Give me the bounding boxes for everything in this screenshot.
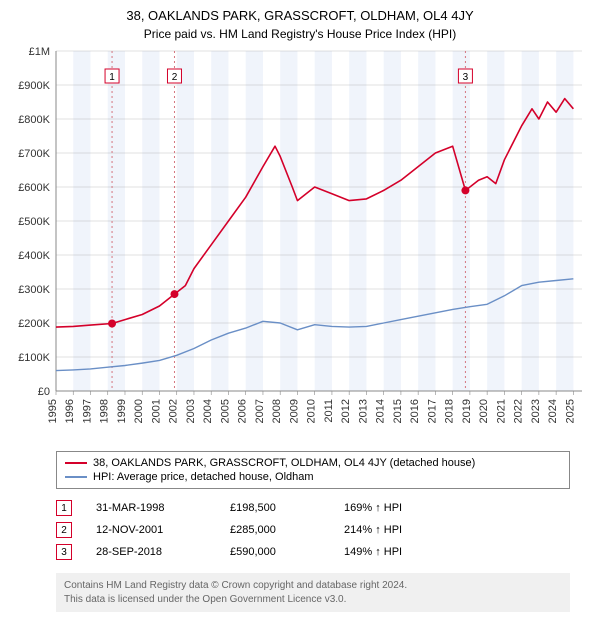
transactions-list: 1 31-MAR-1998 £198,500 169% ↑ HPI 2 12-NOV-20… bbox=[56, 497, 570, 563]
svg-text:2009: 2009 bbox=[288, 399, 300, 423]
svg-text:2001: 2001 bbox=[150, 399, 162, 423]
svg-text:1: 1 bbox=[109, 72, 115, 83]
svg-text:2022: 2022 bbox=[513, 399, 525, 423]
svg-text:2017: 2017 bbox=[426, 399, 438, 423]
transaction-date: 31-MAR-1998 bbox=[96, 502, 206, 514]
svg-text:2023: 2023 bbox=[530, 399, 542, 423]
svg-text:2008: 2008 bbox=[271, 399, 283, 423]
transaction-marker: 3 bbox=[56, 544, 72, 560]
svg-text:£600K: £600K bbox=[18, 182, 50, 194]
svg-text:2006: 2006 bbox=[237, 399, 249, 423]
transaction-price: £198,500 bbox=[230, 502, 320, 514]
svg-text:1995: 1995 bbox=[47, 399, 59, 423]
svg-text:2014: 2014 bbox=[375, 399, 387, 423]
svg-text:£800K: £800K bbox=[18, 114, 50, 126]
svg-text:1999: 1999 bbox=[116, 399, 128, 423]
price-chart: £0 £100K £200K £300K £400K £500K £600K £700K £80… bbox=[0, 45, 600, 445]
svg-text:2016: 2016 bbox=[409, 399, 421, 423]
legend-swatch bbox=[65, 462, 87, 464]
svg-text:2012: 2012 bbox=[340, 399, 352, 423]
transaction-price: £285,000 bbox=[230, 524, 320, 536]
svg-text:£200K: £200K bbox=[18, 318, 50, 330]
legend: 38, OAKLANDS PARK, GRASSCROFT, OLDHAM, O… bbox=[56, 451, 570, 489]
svg-text:1997: 1997 bbox=[81, 399, 93, 423]
svg-text:2025: 2025 bbox=[564, 399, 576, 423]
svg-text:2021: 2021 bbox=[495, 399, 507, 423]
svg-text:£0: £0 bbox=[38, 386, 50, 398]
svg-text:2000: 2000 bbox=[133, 399, 145, 423]
svg-text:2007: 2007 bbox=[254, 399, 266, 423]
transaction-pct: 149% ↑ HPI bbox=[344, 546, 402, 558]
svg-text:1996: 1996 bbox=[64, 399, 76, 423]
svg-text:£400K: £400K bbox=[18, 250, 50, 262]
transaction-date: 12-NOV-2001 bbox=[96, 524, 206, 536]
svg-text:£900K: £900K bbox=[18, 80, 50, 92]
svg-text:1998: 1998 bbox=[99, 399, 111, 423]
svg-text:£100K: £100K bbox=[18, 352, 50, 364]
svg-text:2015: 2015 bbox=[392, 399, 404, 423]
svg-text:2: 2 bbox=[172, 72, 178, 83]
transaction-date: 28-SEP-2018 bbox=[96, 546, 206, 558]
transaction-marker: 2 bbox=[56, 522, 72, 538]
svg-text:£500K: £500K bbox=[18, 216, 50, 228]
legend-label: 38, OAKLANDS PARK, GRASSCROFT, OLDHAM, O… bbox=[93, 457, 475, 469]
page-title: 38, OAKLANDS PARK, GRASSCROFT, OLDHAM, O… bbox=[10, 8, 590, 23]
legend-label: HPI: Average price, detached house, Oldh… bbox=[93, 471, 314, 483]
svg-text:£300K: £300K bbox=[18, 284, 50, 296]
transaction-price: £590,000 bbox=[230, 546, 320, 558]
footer-line-1: Contains HM Land Registry data © Crown c… bbox=[64, 579, 562, 593]
legend-swatch bbox=[65, 476, 87, 478]
svg-text:2019: 2019 bbox=[461, 399, 473, 423]
transaction-marker: 1 bbox=[56, 500, 72, 516]
svg-text:2013: 2013 bbox=[357, 399, 369, 423]
svg-text:2010: 2010 bbox=[306, 399, 318, 423]
page-subtitle: Price paid vs. HM Land Registry's House … bbox=[10, 27, 590, 41]
svg-text:£700K: £700K bbox=[18, 148, 50, 160]
svg-text:2002: 2002 bbox=[168, 399, 180, 423]
svg-text:2005: 2005 bbox=[219, 399, 231, 423]
svg-text:3: 3 bbox=[463, 72, 469, 83]
svg-text:2018: 2018 bbox=[444, 399, 456, 423]
transaction-pct: 214% ↑ HPI bbox=[344, 524, 402, 536]
transaction-pct: 169% ↑ HPI bbox=[344, 502, 402, 514]
transaction-row: 3 28-SEP-2018 £590,000 149% ↑ HPI bbox=[56, 541, 570, 563]
footer-attribution: Contains HM Land Registry data © Crown c… bbox=[56, 573, 570, 612]
svg-text:2003: 2003 bbox=[185, 399, 197, 423]
transaction-row: 1 31-MAR-1998 £198,500 169% ↑ HPI bbox=[56, 497, 570, 519]
legend-item: 38, OAKLANDS PARK, GRASSCROFT, OLDHAM, O… bbox=[65, 456, 561, 470]
svg-text:2020: 2020 bbox=[478, 399, 490, 423]
svg-text:2004: 2004 bbox=[202, 399, 214, 423]
svg-text:2011: 2011 bbox=[323, 399, 335, 423]
transaction-row: 2 12-NOV-2001 £285,000 214% ↑ HPI bbox=[56, 519, 570, 541]
footer-line-2: This data is licensed under the Open Gov… bbox=[64, 593, 562, 607]
svg-text:2024: 2024 bbox=[547, 399, 559, 423]
legend-item: HPI: Average price, detached house, Oldh… bbox=[65, 470, 561, 484]
svg-text:£1M: £1M bbox=[29, 46, 50, 58]
